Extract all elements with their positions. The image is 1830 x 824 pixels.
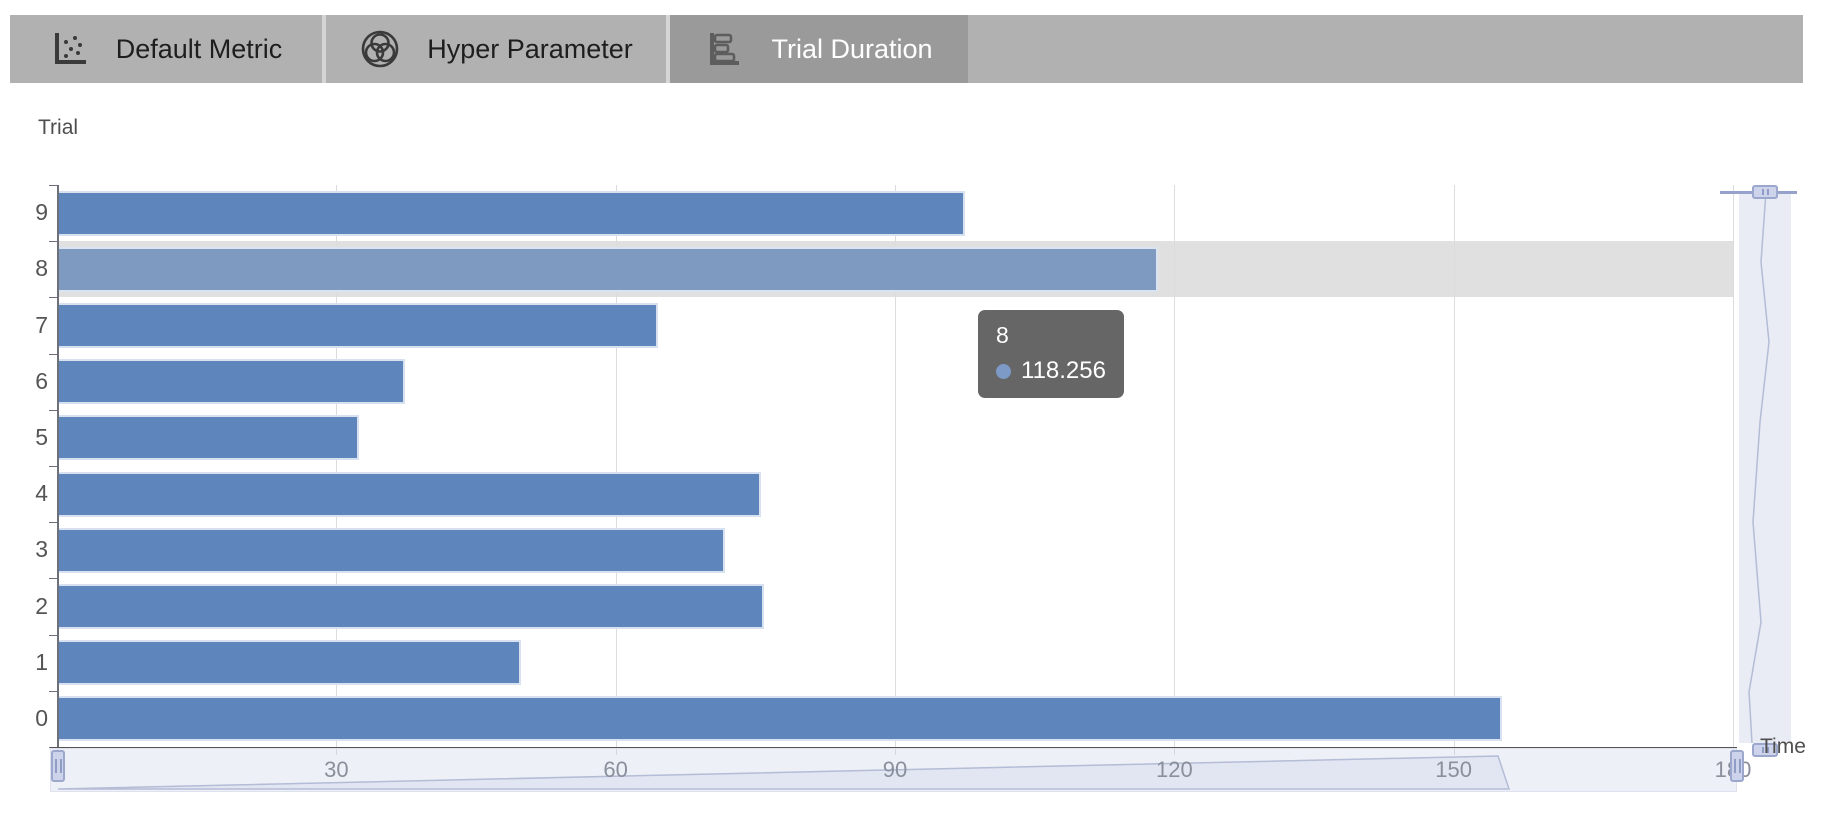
tab-trial-duration[interactable]: Trial Duration <box>670 15 968 83</box>
x-tick-label: 30 <box>324 757 349 782</box>
tab-hyper-parameter[interactable]: Hyper Parameter <box>326 15 666 83</box>
y-axis-tick <box>49 690 57 692</box>
bar-trial-4[interactable] <box>57 471 761 517</box>
y-axis-tick <box>49 578 57 580</box>
y-tick-label: 4 <box>35 480 48 507</box>
bar-trial-6[interactable] <box>57 359 406 405</box>
tab-label: Trial Duration <box>771 33 933 64</box>
bar-trial-8[interactable] <box>57 246 1159 292</box>
tab-default-metric[interactable]: Default Metric <box>10 15 322 83</box>
y-axis-name: Trial <box>38 116 79 139</box>
datazoom-x-right-handle[interactable] <box>1730 750 1744 782</box>
tooltip-series-title: 8 <box>996 322 1009 348</box>
y-tick-label: 1 <box>35 648 48 675</box>
datazoom-y-top-handle[interactable] <box>1752 185 1778 199</box>
y-axis-line <box>57 185 59 747</box>
y-tick-label: 0 <box>35 704 48 731</box>
y-tick-label: 2 <box>35 592 48 619</box>
x-axis-name: Time <box>1760 735 1806 758</box>
datazoom-x-left-handle[interactable] <box>51 750 65 782</box>
scatter-plot-icon <box>50 29 90 69</box>
x-gridline <box>1733 185 1734 747</box>
tooltip-value: 118.256 <box>1021 357 1106 384</box>
datazoom-y-slider[interactable] <box>1739 191 1791 744</box>
x-tick-label: 60 <box>603 757 628 782</box>
datazoom-y-shadow <box>1748 191 1770 744</box>
y-axis-tick <box>49 297 57 299</box>
bar-trial-1[interactable] <box>57 640 521 686</box>
datazoom-x-shadow <box>57 755 1511 790</box>
y-axis-tick <box>49 353 57 355</box>
horizontal-bar-chart-icon <box>705 29 745 69</box>
y-tick-label: 5 <box>35 423 48 450</box>
y-axis-tick <box>49 241 57 243</box>
tooltip: 8 118.256 <box>978 310 1124 398</box>
tab-label: Hyper Parameter <box>427 33 633 64</box>
datazoom-x-slider[interactable] <box>50 748 1737 792</box>
y-tick-label: 7 <box>35 311 48 338</box>
y-axis-tick <box>49 409 57 411</box>
y-axis-tick <box>49 634 57 636</box>
x-gridline <box>1174 185 1176 747</box>
tab-label: Default Metric <box>115 33 283 64</box>
x-gridline <box>615 185 617 747</box>
bar-trial-2[interactable] <box>57 584 764 629</box>
bar-trial-9[interactable] <box>57 190 965 236</box>
datazoom-y-bottom-handle[interactable] <box>1752 743 1778 757</box>
y-tick-label: 6 <box>35 367 48 394</box>
bar-trial-3[interactable] <box>57 527 725 573</box>
x-tick-label: 120 <box>1155 757 1193 782</box>
x-tick-label: 90 <box>882 757 908 782</box>
hyper-parameter-venn-icon <box>359 28 401 70</box>
x-tick-label: 150 <box>1435 757 1473 782</box>
view-tab-bar: Default Metric Hyper Parameter <box>10 15 1803 83</box>
x-gridline <box>1453 185 1455 747</box>
y-axis-tick <box>49 466 57 467</box>
y-tick-label: 8 <box>35 255 48 282</box>
bar-trial-5[interactable] <box>57 415 359 461</box>
bar-trial-7[interactable] <box>57 303 658 348</box>
x-gridline <box>895 185 896 747</box>
x-gridline <box>336 185 338 747</box>
tooltip-marker-dot <box>996 363 1011 379</box>
y-axis-tick <box>49 185 57 186</box>
y-axis-tick <box>49 522 57 524</box>
y-tick-label: 3 <box>35 536 48 563</box>
bar-trial-0[interactable] <box>57 696 1503 742</box>
tab-bar-filler <box>968 15 1803 83</box>
y-tick-label: 9 <box>35 199 48 226</box>
